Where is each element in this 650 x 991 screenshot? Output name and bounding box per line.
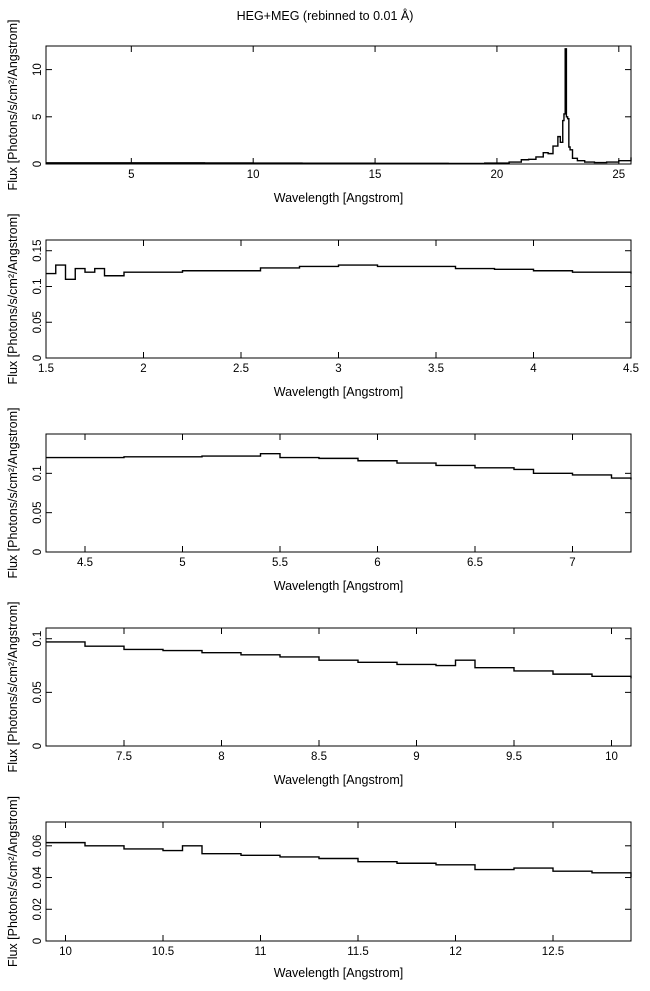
y-tick-label: 0.06 (32, 835, 44, 857)
y-tick-label: 0.15 (32, 240, 44, 262)
x-tick-label: 6.5 (467, 557, 483, 569)
y-tick-label: 0.02 (32, 898, 44, 920)
x-tick-label: 4.5 (623, 363, 639, 375)
y-tick-label: 0.1 (32, 465, 44, 481)
y-tick-label: 0 (32, 161, 44, 167)
spectrum-series-1 (46, 841, 632, 878)
x-tick-label: 3 (335, 363, 341, 375)
x-tick-label: 7.5 (116, 751, 132, 763)
x-tick-label: 8 (218, 751, 224, 763)
x-axis-label: Wavelength [Angstrom] (274, 773, 403, 787)
x-tick-label: 11 (255, 946, 267, 958)
plot-frame (45, 821, 632, 942)
y-tick-label: 0.05 (32, 311, 44, 333)
y-axis-label: Flux [Photons/s/cm²/Angstrom] (6, 20, 20, 191)
x-tick-label: 12.5 (542, 946, 564, 958)
chart-panel-2: 1.5 2 2.5 3 3.5 4 4.5 0 0.05 0.1 0.15 Wavelength [A… (6, 214, 639, 399)
x-tick-label: 2 (140, 363, 146, 375)
x-tick-label: 12 (449, 946, 462, 958)
x-tick-label: 15 (369, 169, 382, 181)
chart-panel-4: 7.5 8 8.5 9 9.5 10 0 0.05 0.1 Wavelength [Angstro… (6, 602, 632, 787)
y-tick-label: 0.1 (32, 631, 44, 647)
x-tick-label: 10 (59, 946, 72, 958)
y-tick-label: 0 (32, 743, 44, 749)
y-tick-label: 5 (32, 114, 44, 120)
x-axis-label: Wavelength [Angstrom] (274, 579, 403, 593)
y-tick-label: 0.04 (32, 866, 44, 889)
plot-frame (45, 627, 632, 747)
spectrum-series-1 (46, 48, 632, 165)
y-axis-label: Flux [Photons/s/cm²/Angstrom] (6, 602, 20, 773)
x-tick-label: 4 (530, 363, 537, 375)
x-tick-label: 10.5 (152, 946, 174, 958)
x-tick-label: 9 (413, 751, 419, 763)
plot-frame (45, 433, 632, 553)
x-tick-label: 1.5 (38, 363, 54, 375)
spectrum-series-1 (46, 264, 632, 281)
x-tick-label: 9.5 (506, 751, 522, 763)
x-tick-label: 10 (605, 751, 618, 763)
y-tick-label: 0.05 (32, 681, 44, 703)
x-tick-label: 2.5 (233, 363, 249, 375)
chart-panel-3: 4.5 5 5.5 6 6.5 7 0 0.05 0.1 Wavelength [Angstrom… (6, 408, 632, 593)
plot-frame (45, 45, 632, 165)
x-tick-label: 5 (128, 169, 134, 181)
page-title: HEG+MEG (rebinned to 0.01 Å) (236, 9, 414, 23)
x-tick-label: 7 (569, 557, 575, 569)
y-tick-label: 0.05 (32, 501, 44, 523)
plot-frame (45, 239, 632, 359)
spectrum-series-1 (46, 641, 632, 679)
x-tick-label: 6 (374, 557, 380, 569)
chart-panel-5: 10 10.5 11 11.5 12 12.5 0 0.02 0.04 0.06 Wavelengt… (6, 796, 632, 980)
spectrum-series-1 (46, 452, 632, 480)
x-axis-label: Wavelength [Angstrom] (274, 966, 403, 980)
y-tick-label: 0 (32, 549, 44, 555)
x-tick-label: 8.5 (311, 751, 327, 763)
x-tick-label: 10 (247, 169, 260, 181)
y-tick-label: 10 (32, 63, 44, 76)
chart-panel-1: 5 10 15 20 25 0 5 10 Wavelength [Angstrom] Flux [… (6, 20, 632, 205)
y-tick-label: 0.1 (32, 278, 44, 294)
x-tick-label: 11.5 (347, 946, 369, 958)
y-axis-label: Flux [Photons/s/cm²/Angstrom] (6, 796, 20, 967)
x-tick-label: 4.5 (77, 557, 93, 569)
x-tick-label: 3.5 (428, 363, 444, 375)
y-axis-label: Flux [Photons/s/cm²/Angstrom] (6, 214, 20, 385)
x-tick-label: 20 (491, 169, 504, 181)
x-tick-label: 25 (612, 169, 625, 181)
x-tick-label: 5.5 (272, 557, 288, 569)
x-axis-label: Wavelength [Angstrom] (274, 191, 403, 205)
x-tick-label: 5 (179, 557, 185, 569)
y-tick-label: 0 (32, 938, 44, 944)
x-axis-label: Wavelength [Angstrom] (274, 385, 403, 399)
y-axis-label: Flux [Photons/s/cm²/Angstrom] (6, 408, 20, 579)
y-tick-label: 0 (32, 355, 44, 361)
